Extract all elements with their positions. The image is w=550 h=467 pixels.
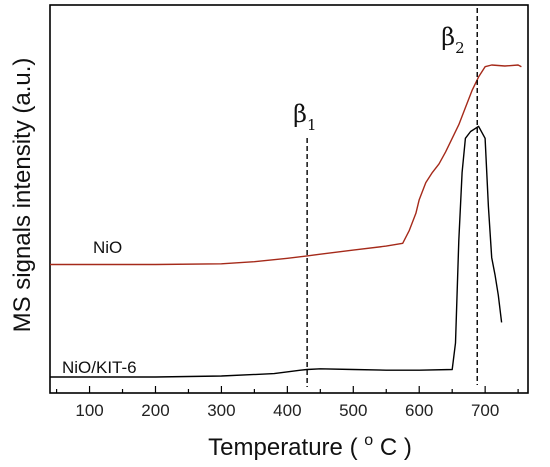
series-label-nio-kit6: NiO/KIT-6 — [62, 358, 137, 377]
plot-area — [49, 4, 529, 394]
peak-label-subscript: 2 — [455, 39, 465, 57]
peak-label-symbol: β — [293, 100, 307, 128]
series-layer — [50, 64, 522, 378]
peak-label-symbol: β — [441, 23, 455, 51]
x-axis-label-unit-suffix: C — [380, 434, 397, 461]
x-tick-label: 300 — [207, 401, 235, 420]
x-axis-label-close: ) — [404, 434, 412, 461]
x-tick-label: 200 — [141, 401, 169, 420]
x-tick-label: 100 — [75, 401, 103, 420]
plot-border — [49, 4, 529, 394]
x-axis-label-text: Temperature — [208, 434, 343, 461]
peak-label-subscript: 1 — [307, 116, 317, 134]
series-line-0 — [50, 64, 522, 266]
x-axis-label: Temperature ( o C ) — [208, 424, 412, 461]
series-line-1 — [50, 125, 503, 378]
peak-label: β2 — [441, 23, 464, 57]
x-axis-label-unit-prefix: o — [364, 432, 373, 449]
x-axis-ticks: 100 200 300 400 500 600 700 — [55, 386, 519, 420]
x-tick-label: 600 — [405, 401, 433, 420]
x-tick-label: 400 — [273, 401, 301, 420]
x-tick-label: 500 — [339, 401, 367, 420]
y-axis-label: MS signals intensity (a.u.) — [9, 58, 36, 333]
series-label-nio: NiO — [93, 238, 122, 257]
x-axis-label-open: ( — [350, 434, 358, 461]
peak-label: β1 — [293, 100, 316, 134]
x-tick-label: 700 — [471, 401, 499, 420]
